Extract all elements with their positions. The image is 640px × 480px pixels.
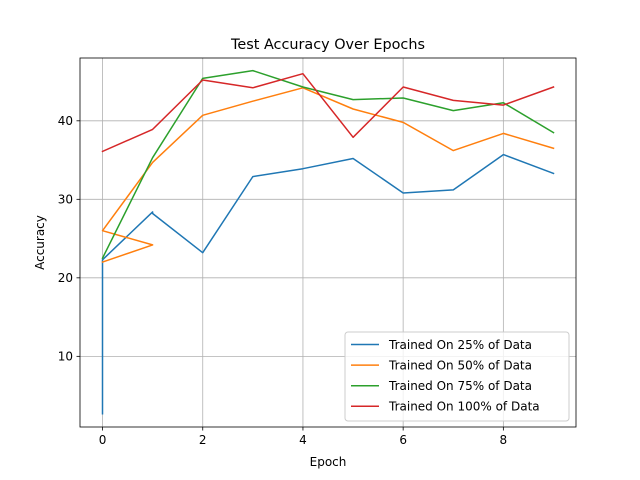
x-tick-label: 6 bbox=[399, 433, 407, 447]
legend-entry-label: Trained On 25% of Data bbox=[388, 338, 532, 352]
y-axis-label: Accuracy bbox=[33, 215, 47, 270]
axis-ticks: 0 2 4 6 8 10 20 30 40 bbox=[58, 114, 507, 447]
x-tick-label: 2 bbox=[199, 433, 207, 447]
y-tick-label: 20 bbox=[58, 271, 73, 285]
series-line-4 bbox=[101, 72, 555, 153]
legend-entry-label: Trained On 50% of Data bbox=[388, 358, 532, 372]
plot-area-frame bbox=[79, 57, 577, 428]
legend: Trained On 25% of Data Trained On 50% of … bbox=[344, 331, 570, 422]
x-tick-label: 8 bbox=[500, 433, 508, 447]
series-line-1 bbox=[101, 153, 555, 415]
y-tick-label: 30 bbox=[58, 193, 73, 207]
series-lines bbox=[101, 69, 555, 415]
legend-box bbox=[344, 331, 570, 422]
legend-entry-label: Trained On 100% of Data bbox=[388, 400, 540, 414]
chart-title: Test Accuracy Over Epochs bbox=[230, 37, 425, 53]
x-tick-label: 4 bbox=[299, 433, 307, 447]
y-tick-label: 40 bbox=[58, 114, 73, 128]
series-line-2 bbox=[101, 87, 555, 264]
y-tick-label: 10 bbox=[58, 350, 73, 364]
legend-entry-label: Trained On 75% of Data bbox=[388, 379, 532, 393]
series-line-3 bbox=[101, 69, 555, 260]
x-axis-label: Epoch bbox=[310, 455, 347, 469]
x-tick-label: 0 bbox=[99, 433, 107, 447]
